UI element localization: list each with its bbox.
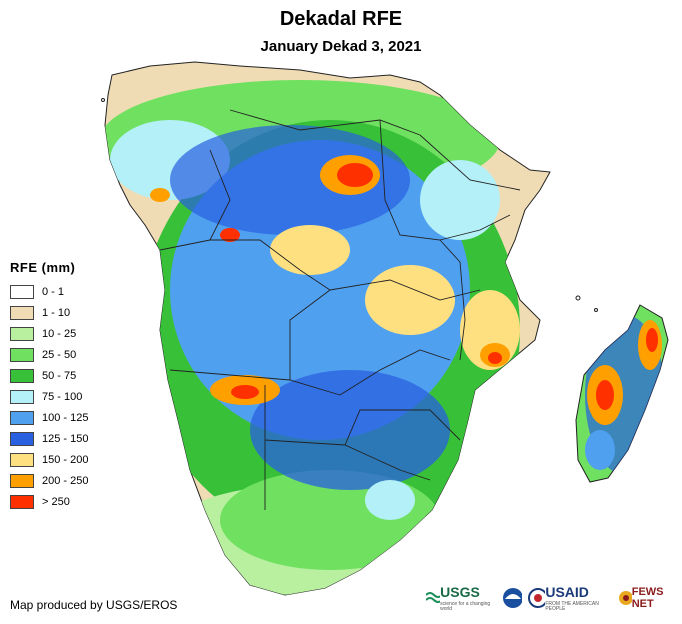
legend-swatch [10, 410, 34, 425]
fewsnet-logo: FEWS NET [618, 586, 682, 610]
legend-swatch [10, 347, 34, 362]
legend-item: 100 - 125 [10, 407, 88, 428]
legend-title: RFE (mm) [10, 260, 76, 275]
usgs-logo: USGS science for a changing world [426, 584, 496, 612]
legend-item: 25 - 50 [10, 344, 88, 365]
legend-item: 1 - 10 [10, 302, 88, 323]
legend-swatch [10, 452, 34, 467]
legend-swatch [10, 389, 34, 404]
rain-zone-center-yellow [270, 225, 350, 275]
legend-label: > 250 [42, 495, 70, 508]
rain-zone-north-red [337, 163, 373, 187]
legend-swatch [10, 473, 34, 488]
legend-swatch [10, 305, 34, 320]
legend-label: 10 - 25 [42, 327, 77, 340]
legend-item: 10 - 25 [10, 323, 88, 344]
rain-zone-east-yellow [365, 265, 455, 335]
legend-item: 50 - 75 [10, 365, 88, 386]
legend-label: 75 - 100 [42, 390, 83, 403]
rain-zone-south-blue [250, 370, 450, 490]
legend-item: 200 - 250 [10, 470, 88, 491]
legend-label: 25 - 50 [42, 348, 77, 361]
legend-swatch [10, 326, 34, 341]
rain-zone-angola-red [231, 385, 259, 399]
legend-swatch [10, 284, 34, 299]
legend-items: 0 - 1 1 - 10 10 - 25 25 - 50 50 - 75 75 - 100… [10, 281, 88, 512]
country-borders [159, 109, 521, 510]
madagascar [575, 304, 669, 483]
usaid-logo: USAID FROM THE AMERICAN PEOPLE [527, 584, 612, 612]
fewsnet-emblem-icon [618, 591, 632, 605]
map-subtitle: January Dekad 3, 2021 [260, 38, 422, 55]
rain-zone-north-blue [170, 125, 410, 235]
rain-zone-east-red [488, 352, 502, 364]
legend-label: 1 - 10 [42, 306, 71, 319]
legend-item: 0 - 1 [10, 281, 88, 302]
agency-logos: USGS science for a changing world USAID … [426, 584, 682, 612]
legend-label: 0 - 1 [42, 285, 65, 298]
credit-text: Map produced by USGS/EROS [10, 598, 178, 612]
legend: RFE (mm) 0 - 1 1 - 10 10 - 25 25 - 50 50 - 7… [10, 260, 88, 512]
legend-item: 75 - 100 [10, 386, 88, 407]
legend-item: 150 - 200 [10, 449, 88, 470]
legend-swatch [10, 494, 34, 509]
legend-item: 125 - 150 [10, 428, 88, 449]
usgs-wave-icon [426, 592, 441, 603]
rain-zone-west-red [220, 228, 240, 242]
legend-item: > 250 [10, 491, 88, 512]
rain-zone-east-cyan [420, 160, 500, 240]
legend-label: 200 - 250 [42, 474, 89, 487]
legend-swatch [10, 431, 34, 446]
map-title: Dekadal RFE [279, 8, 403, 30]
africa-mainland [104, 61, 551, 596]
legend-label: 100 - 125 [42, 411, 89, 424]
islands [101, 98, 598, 312]
noaa-seal-icon [503, 588, 522, 608]
rain-zone-coast-orange [150, 188, 170, 202]
usaid-seal-icon [527, 588, 546, 608]
legend-swatch [10, 368, 34, 383]
legend-label: 125 - 150 [42, 432, 89, 445]
legend-label: 50 - 75 [42, 369, 77, 382]
rain-zone-south-cyan [365, 480, 415, 520]
legend-label: 150 - 200 [42, 453, 89, 466]
